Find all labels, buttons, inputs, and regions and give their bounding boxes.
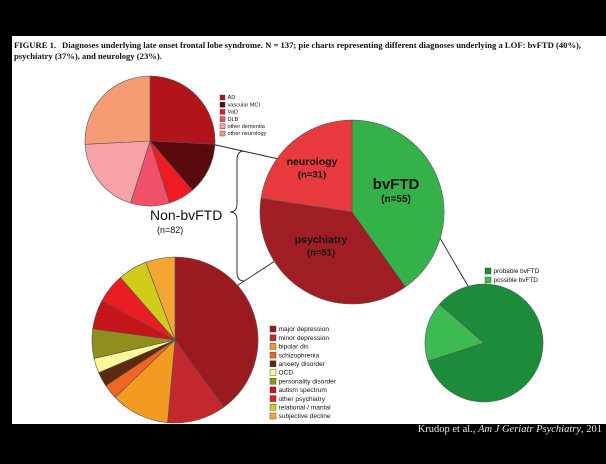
legend-label-relational-marital: relational / marital <box>279 405 332 412</box>
legend-swatch-subjective-decline <box>269 412 277 420</box>
legend-swatch-schizophrenia <box>269 351 277 359</box>
legend-label-dlb: DLB <box>228 117 239 123</box>
pie-psychiatry <box>91 256 259 424</box>
credit-authors: Krudop et al., <box>417 424 479 435</box>
pie-slice-bvftd-probable-bvftd <box>427 283 544 403</box>
pie-main <box>259 119 445 305</box>
legend-label-other-psychiatry: other psychiatry <box>279 396 326 403</box>
legend-label-probable-bvftd: probable bvFTD <box>494 268 540 275</box>
figure-caption: FIGURE 1. Diagnoses underlying late onset… <box>14 40 604 62</box>
citation-credit: Krudop et al., Am J Geriatr Psychiatry, … <box>418 424 602 435</box>
legend-label-subjective-decline: subjective decline <box>279 413 331 420</box>
legend-swatch-other-psychiatry <box>269 395 277 402</box>
legend-bvftd: probable bvFTD possible bvFTD <box>484 267 540 284</box>
credit-year: , 201 <box>581 424 602 435</box>
legend-label-major-depression: major depression <box>279 326 330 333</box>
legend-swatch-anxiety-disorder <box>269 360 277 367</box>
pie-slice-neurology-ad <box>149 75 216 145</box>
legend-label-ocd: OCD <box>279 370 294 377</box>
pie-slice-psychiatry-subjective-decline <box>145 256 176 341</box>
legend-label-schizophrenia: schizophrenia <box>279 352 320 359</box>
legend-psychiatry: major depression minor depression bipolar … <box>269 325 337 420</box>
figure-label: FIGURE 1. <box>14 40 57 50</box>
legend-swatch-probable-bvftd <box>484 267 492 275</box>
legend-swatch-personality-disorder <box>269 378 277 385</box>
pie-neurology <box>84 75 216 207</box>
legend-swatch-dlb <box>219 116 226 122</box>
pie-labels: bvFTD(n=55) psychiatry (n=51) neurology (n=3… <box>150 156 419 259</box>
main-label-n-bvftd: (n=55) <box>381 194 411 205</box>
legend-swatch-minor-depression <box>269 334 277 341</box>
legend-swatch-major-depression <box>269 325 277 333</box>
pie-slice-main-neurology <box>260 119 353 213</box>
legend-label-ad: AD <box>228 95 236 101</box>
legend-label-other-dementia: other dementia <box>228 124 266 130</box>
legend-label-personality-disorder: personality disorder <box>279 378 337 385</box>
pie-slice-psychiatry-major-depression <box>174 256 259 408</box>
pie-charts <box>84 75 544 424</box>
legend-label-vad: VaD <box>228 110 238 116</box>
group-label-non-bvftd: Non-bvFTD <box>150 207 222 223</box>
figure-caption-text: Diagnoses underlying late onset frontal … <box>14 40 582 61</box>
legend-swatch-vascular-mci <box>219 101 226 108</box>
legend-swatch-bipolar-dis <box>269 343 277 350</box>
legend-swatch-other-dementia <box>219 123 226 130</box>
legend-swatch-possible-bvftd <box>484 276 492 284</box>
legend-label-minor-depression: minor depression <box>279 335 330 342</box>
pie-slice-main-psychiatry <box>259 197 406 305</box>
legend-swatch-other-neurology <box>219 130 226 137</box>
group-label-n: (n=82) <box>157 225 183 235</box>
pie-slice-bvftd-possible-bvftd <box>424 303 485 362</box>
group-bracket <box>229 150 245 282</box>
legend-swatch-autism-spectrum <box>269 386 277 394</box>
main-label-n-psychiatry: (n=51) <box>307 248 335 259</box>
main-label-n-neurology: (n=31) <box>298 170 326 181</box>
pie-slice-neurology-other-dementia <box>84 140 151 204</box>
legend-label-anxiety-disorder: anxiety disorder <box>279 361 326 368</box>
credit-journal: Am J Geriatr Psychiatry <box>478 424 581 435</box>
pie-bvftd <box>424 283 544 403</box>
legend-label-other-neurology: other neurology <box>228 131 267 137</box>
pie-slice-neurology-other-neurology <box>84 75 151 145</box>
main-label-neurology: neurology <box>287 156 338 168</box>
pie-slice-main-bvftd <box>351 119 445 288</box>
main-label-psychiatry: psychiatry <box>295 234 348 246</box>
main-label-bvftd: bvFTD <box>373 176 420 193</box>
connector-neurology <box>206 142 284 161</box>
legend-label-autism-spectrum: autism spectrum <box>279 387 328 394</box>
legend-swatch-relational-marital <box>269 404 277 411</box>
legend-swatch-ocd <box>269 369 277 376</box>
legend-swatch-ad <box>219 94 226 101</box>
legend-swatch-vad <box>219 109 226 115</box>
legend-label-bipolar-dis: bipolar dis <box>279 344 310 351</box>
legend-label-possible-bvftd: possible bvFTD <box>494 277 539 284</box>
legend-label-vascular-mci: vascular MCI <box>228 102 261 108</box>
